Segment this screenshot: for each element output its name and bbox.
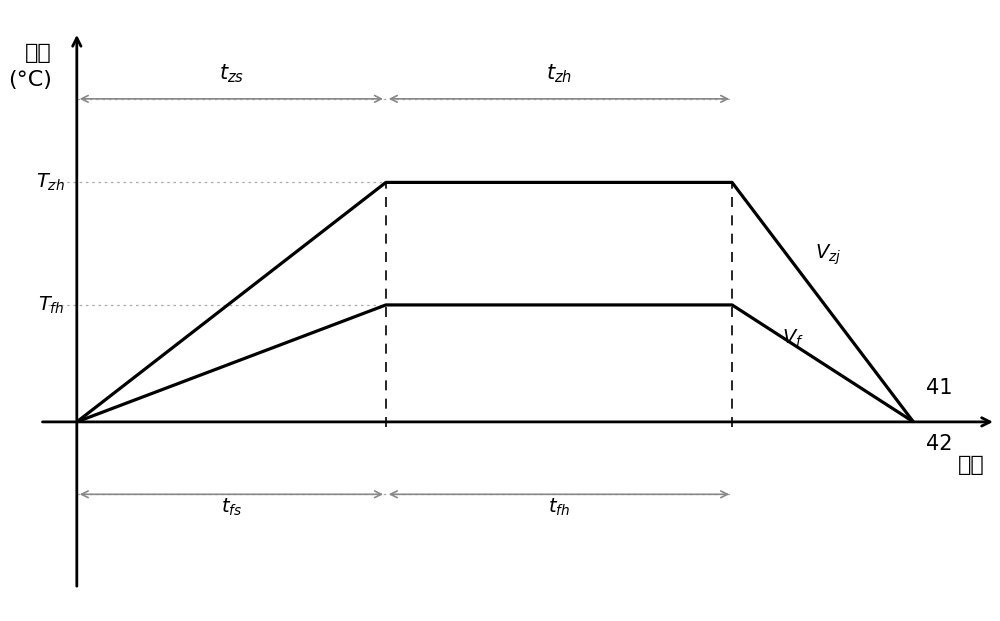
Text: $V_f$: $V_f$ — [782, 328, 803, 349]
Text: $V_{zj}$: $V_{zj}$ — [815, 243, 841, 267]
Text: 时间: 时间 — [958, 455, 984, 475]
Text: $t_{fs}$: $t_{fs}$ — [221, 497, 242, 519]
Text: $T_{zh}$: $T_{zh}$ — [36, 172, 64, 193]
Text: 温度
(°C): 温度 (°C) — [8, 43, 52, 89]
Text: $t_{fh}$: $t_{fh}$ — [548, 497, 570, 519]
Text: 42: 42 — [926, 434, 952, 454]
Text: $t_{zh}$: $t_{zh}$ — [546, 62, 572, 85]
Text: $T_{fh}$: $T_{fh}$ — [38, 294, 64, 315]
Text: 41: 41 — [926, 378, 952, 399]
Text: $t_{zs}$: $t_{zs}$ — [219, 62, 244, 85]
